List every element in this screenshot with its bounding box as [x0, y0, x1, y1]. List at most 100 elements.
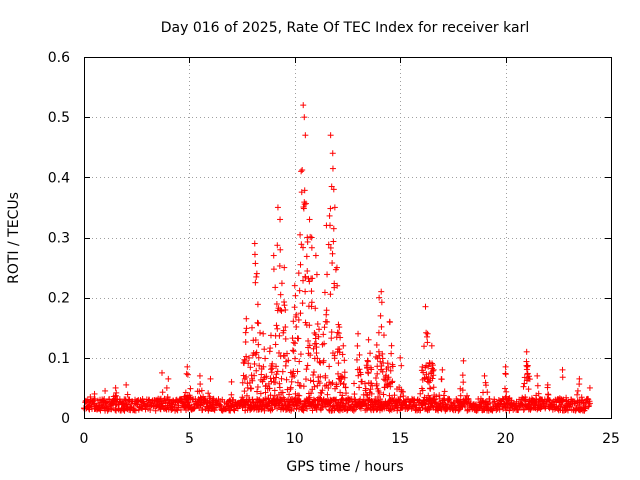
roti-point: [279, 389, 286, 396]
roti-point: [328, 329, 335, 336]
roti-point: [364, 358, 371, 365]
roti-peak-point: [329, 150, 336, 157]
roti-point: [297, 231, 304, 238]
roti-peak-point: [306, 216, 313, 223]
roti-point: [430, 384, 437, 391]
roti-point: [278, 280, 285, 287]
roti-peak-point: [460, 357, 467, 364]
roti-point: [304, 267, 311, 274]
roti-point: [301, 187, 308, 194]
roti-point: [304, 405, 311, 412]
roti-peak-point: [243, 315, 250, 322]
roti-point: [306, 342, 313, 349]
roti-point: [297, 398, 304, 405]
roti-point: [183, 370, 190, 377]
roti-peak-point: [158, 369, 165, 376]
roti-point: [357, 371, 364, 378]
roti-point: [455, 407, 462, 414]
roti-point: [425, 363, 432, 370]
roti-peak-point: [534, 372, 541, 379]
axis-ticks: 0 5 10 15 20 25 0 0.1 0.2 0.3 0.4 0.5 0.6: [48, 50, 620, 447]
roti-point: [457, 392, 464, 399]
roti-point: [274, 325, 281, 332]
roti-point: [377, 358, 384, 365]
roti-point: [298, 241, 305, 248]
roti-point: [367, 350, 374, 357]
roti-point: [335, 321, 342, 328]
roti-point: [311, 383, 318, 390]
roti-point: [252, 336, 259, 343]
roti-peak-point: [207, 375, 214, 382]
roti-point: [296, 392, 303, 399]
y-tick-label: 0.4: [48, 170, 70, 186]
roti-peak-point: [439, 366, 446, 373]
roti-point: [255, 354, 262, 361]
roti-point: [284, 386, 291, 393]
roti-peak-point: [340, 342, 347, 349]
roti-peak-point: [331, 204, 338, 211]
roti-point: [275, 349, 282, 356]
roti-point: [339, 395, 346, 402]
roti-point: [255, 320, 262, 327]
roti-point: [433, 393, 440, 400]
roti-point: [464, 392, 471, 399]
roti-peak-point: [102, 387, 109, 394]
roti-point: [464, 407, 471, 414]
roti-point: [526, 376, 533, 383]
roti-point: [248, 385, 255, 392]
roti-point: [427, 385, 434, 392]
roti-point: [246, 354, 253, 361]
roti-point: [460, 379, 467, 386]
roti-point: [368, 366, 375, 373]
roti-point: [159, 389, 166, 396]
roti-point: [231, 407, 238, 414]
roti-point: [282, 335, 289, 342]
roti-point: [330, 238, 337, 245]
roti-point: [417, 390, 424, 397]
roti-point: [274, 405, 281, 412]
roti-point: [316, 326, 323, 333]
roti-point: [353, 356, 360, 363]
roti-point: [199, 406, 206, 413]
x-tick-label: 10: [286, 431, 304, 447]
y-axis-label: ROTI / TECUs: [6, 192, 22, 284]
roti-point: [287, 384, 294, 391]
roti-point: [341, 357, 348, 364]
roti-point: [272, 284, 279, 291]
roti-point: [300, 244, 307, 251]
roti-point: [381, 384, 388, 391]
x-tick-label: 20: [497, 431, 515, 447]
roti-point: [482, 382, 489, 389]
roti-point: [420, 369, 427, 376]
roti-point: [278, 375, 285, 382]
roti-point: [300, 383, 307, 390]
roti-peak-point: [327, 132, 334, 139]
roti-point: [279, 368, 286, 375]
roti-point: [254, 388, 261, 395]
roti-point: [325, 241, 332, 248]
roti-point: [294, 402, 301, 409]
roti-point: [307, 352, 314, 359]
roti-point: [184, 399, 191, 406]
roti-point: [423, 333, 430, 340]
roti-point: [409, 403, 416, 410]
roti-point: [324, 391, 331, 398]
roti-point: [378, 299, 385, 306]
roti-point: [314, 355, 321, 362]
roti-point: [546, 397, 553, 404]
roti-point: [337, 379, 344, 386]
roti-point: [304, 238, 311, 245]
roti-point: [241, 358, 248, 365]
roti-series: [81, 102, 593, 414]
roti-peak-point: [397, 354, 404, 361]
roti-point: [252, 260, 259, 267]
x-axis-label: GPS time / hours: [286, 459, 403, 475]
roti-point: [496, 406, 503, 413]
roti-point: [299, 166, 306, 173]
roti-point: [277, 246, 284, 253]
roti-point: [252, 279, 259, 286]
roti-peak-point: [428, 342, 435, 349]
roti-point: [341, 374, 348, 381]
roti-point: [324, 271, 331, 278]
